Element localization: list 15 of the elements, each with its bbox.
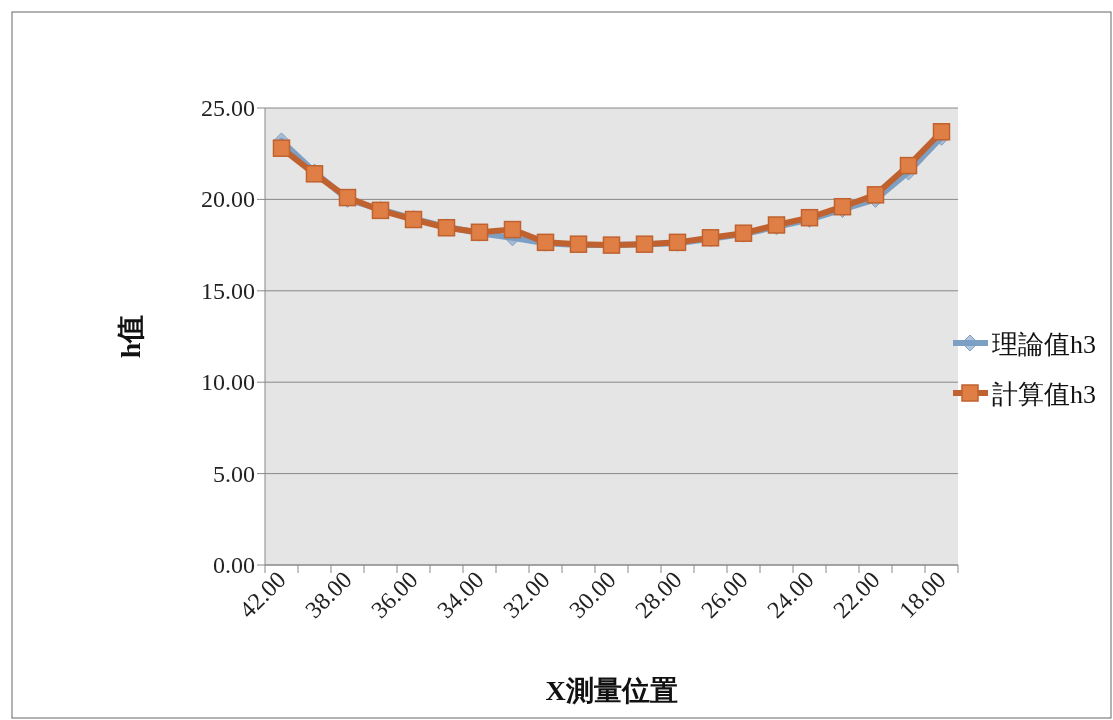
y-tick-label: 5.00	[213, 460, 255, 487]
point	[272, 139, 291, 157]
y-tick-label: 20.00	[201, 186, 255, 213]
point	[866, 186, 885, 204]
y-tick-label: 15.00	[201, 277, 255, 304]
point	[899, 156, 918, 175]
x-axis-title: X測量位置	[545, 675, 678, 706]
point	[932, 123, 951, 141]
y-tick-label: 10.00	[201, 369, 255, 396]
y-tick-label: 0.00	[213, 552, 255, 578]
y-axis-title: h值	[115, 314, 146, 359]
legend-label: 理論值h3	[992, 330, 1096, 359]
y-tick-label: 25.00	[201, 95, 255, 121]
point	[503, 220, 522, 239]
legend-label: 計算值h3	[992, 380, 1096, 409]
